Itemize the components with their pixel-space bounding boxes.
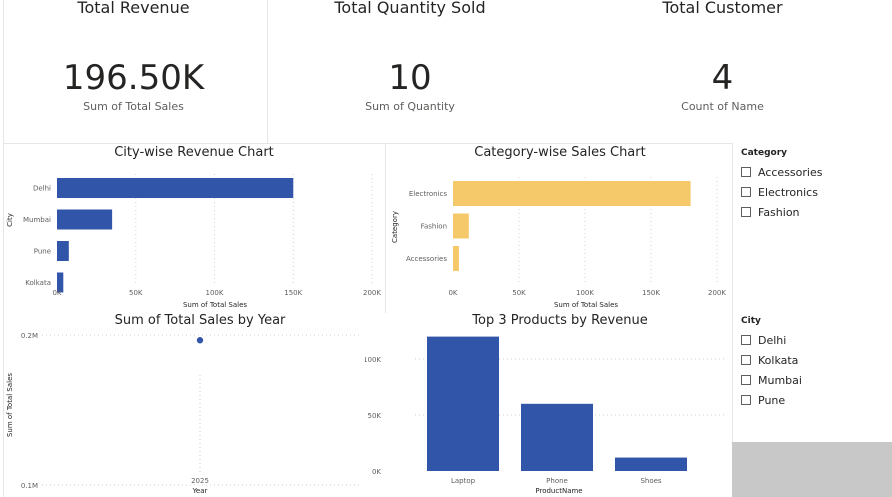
slicer-item[interactable]: Electronics	[741, 182, 822, 202]
bar	[453, 246, 459, 271]
slicer-item-label: Kolkata	[758, 353, 799, 367]
card-title: Total Customer	[662, 0, 783, 17]
x-tick-label: 0K	[52, 289, 61, 297]
card-title: Total Quantity Sold	[334, 0, 486, 17]
divider	[267, 0, 268, 143]
y-tick-label: 100K	[365, 356, 381, 364]
year-chart-title: Sum of Total Sales by Year	[114, 313, 286, 328]
bar	[453, 181, 691, 206]
card-subtitle: Sum of Quantity	[365, 100, 455, 113]
checkbox[interactable]	[741, 335, 751, 345]
card-value: 4	[711, 58, 734, 98]
slicer-item[interactable]: Mumbai	[741, 370, 802, 390]
y-tick-label: Accessories	[406, 255, 447, 263]
y-tick-label: Fashion	[421, 223, 447, 231]
x-tick-label: Laptop	[451, 477, 476, 485]
bar	[57, 209, 113, 230]
data-point	[196, 337, 204, 344]
x-tick-label: 150K	[284, 289, 302, 297]
x-axis-label: ProductName	[535, 487, 582, 495]
card-subtitle: Count of Name	[681, 100, 764, 113]
category-chart-title: Category-wise Sales Chart	[474, 145, 646, 160]
top-products-chart: 0K 50K 100K Laptop Phone Shoes ProductName	[365, 336, 725, 495]
checkbox[interactable]	[741, 187, 751, 197]
bar	[57, 272, 64, 293]
city-chart-title: City-wise Revenue Chart	[114, 145, 274, 160]
card-value: 10	[388, 58, 432, 98]
slicer-item-label: Accessories	[758, 165, 823, 179]
slicer-item[interactable]: Kolkata	[741, 350, 802, 370]
y-tick-label: 0.1M	[21, 482, 38, 490]
slicer-item-label: Electronics	[758, 185, 818, 199]
slicer-item-label: Fashion	[758, 205, 800, 219]
x-axis-label: Year	[192, 487, 208, 495]
x-tick-label: 200K	[708, 289, 726, 297]
divider	[3, 0, 4, 497]
divider	[3, 143, 733, 144]
divider	[385, 143, 386, 313]
slicer-title: Category	[741, 148, 788, 158]
checkbox[interactable]	[741, 355, 751, 365]
slicer-title: City	[741, 316, 761, 326]
bar	[615, 457, 687, 471]
divider	[732, 143, 733, 443]
y-axis-label: Sum of Total Sales	[6, 373, 14, 437]
y-tick-label: Mumbai	[23, 216, 51, 224]
slicer-item[interactable]: Accessories	[741, 162, 822, 182]
checkbox[interactable]	[741, 207, 751, 217]
x-tick-label: 150K	[642, 289, 660, 297]
y-axis-label: City	[6, 213, 14, 227]
card-value: 196.50K	[62, 58, 205, 98]
sales-by-year-chart: 0.1M 0.2M 2025 Year Sum of Total Sales	[6, 332, 360, 495]
category-slicer: Category Accessories Electronics Fashion	[741, 148, 822, 222]
bar	[521, 403, 593, 471]
slicer-item[interactable]: Fashion	[741, 202, 822, 222]
y-tick-label: Kolkata	[25, 279, 51, 287]
products-chart-title: Top 3 Products by Revenue	[472, 313, 648, 328]
checkbox[interactable]	[741, 375, 751, 385]
bar	[453, 213, 469, 239]
slicer-item-label: Pune	[758, 393, 786, 407]
card-title: Total Revenue	[77, 0, 190, 17]
slicer-item[interactable]: Pune	[741, 390, 802, 410]
total-customer-card: Total Customer 4 Count of Name	[585, 0, 860, 140]
slicer-item-label: Delhi	[758, 333, 787, 347]
y-tick-label: Pune	[34, 248, 51, 256]
card-subtitle: Sum of Total Sales	[83, 100, 184, 113]
bar	[57, 241, 69, 261]
y-tick-label: 50K	[368, 412, 382, 420]
x-tick-label: 50K	[129, 289, 143, 297]
x-tick-label: Shoes	[640, 477, 661, 485]
checkbox[interactable]	[741, 395, 751, 405]
y-axis-label: Category	[391, 211, 399, 243]
y-tick-label: 0.2M	[21, 332, 38, 340]
x-tick-label: 100K	[206, 289, 224, 297]
y-tick-label: Electronics	[409, 190, 448, 198]
category-sales-chart: Electronics Fashion Accessories 0K 50K 100K 15…	[391, 177, 726, 309]
x-axis-label: Sum of Total Sales	[554, 301, 618, 309]
x-tick-label: 100K	[576, 289, 594, 297]
x-tick-label: 2025	[191, 477, 209, 485]
x-tick-label: Phone	[546, 477, 568, 485]
x-tick-label: 0K	[448, 289, 457, 297]
y-tick-label: Delhi	[33, 185, 51, 193]
slicer-item-label: Mumbai	[758, 373, 802, 387]
y-tick-label: 0K	[372, 468, 381, 476]
x-axis-label: Sum of Total Sales	[183, 301, 247, 309]
checkbox[interactable]	[741, 167, 751, 177]
city-slicer: City Delhi Kolkata Mumbai Pune	[741, 316, 802, 410]
empty-visual-placeholder	[732, 442, 892, 497]
slicer-item[interactable]: Delhi	[741, 330, 802, 350]
x-tick-label: 200K	[363, 289, 381, 297]
bar	[427, 336, 499, 471]
total-quantity-card: Total Quantity Sold 10 Sum of Quantity	[275, 0, 545, 140]
x-tick-label: 50K	[512, 289, 526, 297]
total-revenue-card: Total Revenue 196.50K Sum of Total Sales	[0, 0, 267, 140]
bar	[57, 178, 294, 198]
